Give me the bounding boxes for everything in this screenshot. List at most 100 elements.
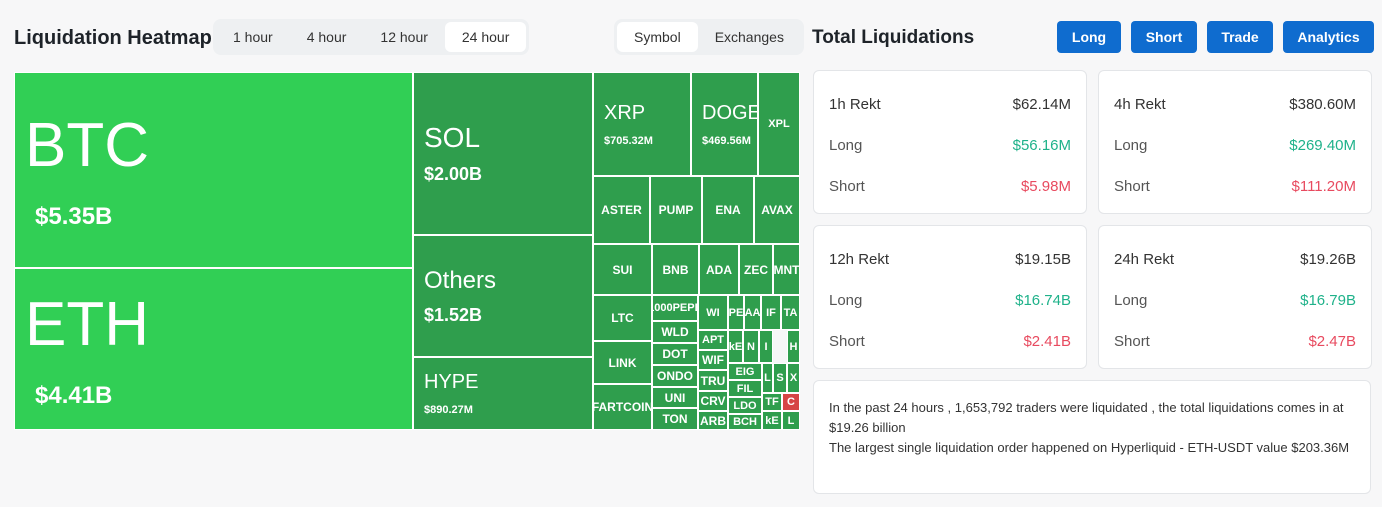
- tile-label: WIF: [702, 353, 724, 367]
- heatmap-tile[interactable]: C: [782, 393, 800, 411]
- tile-label: XPL: [768, 118, 790, 130]
- card-row: Short $2.47B: [1114, 321, 1356, 362]
- heatmap-tile[interactable]: ADA: [699, 244, 739, 295]
- heatmap-tile[interactable]: WI: [698, 295, 728, 330]
- heatmap-tile[interactable]: TRU: [698, 370, 728, 391]
- tile-label: TA: [783, 306, 798, 319]
- view-tab[interactable]: Symbol: [617, 22, 698, 52]
- heatmap-tile[interactable]: ETH $4.41B: [14, 268, 413, 430]
- time-tab[interactable]: 12 hour: [380, 29, 428, 45]
- card-total: $380.60M: [1289, 96, 1356, 113]
- tile-label: ETH: [25, 289, 149, 359]
- row-value: $269.40M: [1289, 137, 1356, 154]
- heatmap-tile[interactable]: DOT: [652, 343, 698, 365]
- heatmap-tile[interactable]: L: [782, 411, 800, 430]
- heatmap-tile[interactable]: N: [743, 330, 759, 363]
- heatmap-tile[interactable]: MNT: [773, 244, 800, 295]
- tile-label: APT: [702, 334, 724, 346]
- heatmap-tile[interactable]: kE: [762, 411, 782, 430]
- tile-label: PUMP: [658, 203, 694, 217]
- heatmap-tile[interactable]: LTC: [593, 295, 652, 341]
- tile-label: SUI: [612, 262, 633, 277]
- heatmap-tile[interactable]: X: [787, 363, 800, 393]
- tile-label: ADA: [706, 262, 732, 277]
- heatmap-tile[interactable]: HYPE $890.27M: [413, 357, 593, 430]
- heatmap-tile[interactable]: Others $1.52B: [413, 235, 593, 357]
- tile-label: DOGE: [702, 101, 758, 124]
- heatmap-tile[interactable]: PE: [728, 295, 744, 330]
- heatmap-tile[interactable]: ENA: [702, 176, 754, 244]
- heatmap-tile[interactable]: WLD: [652, 321, 698, 343]
- tile-label: H: [789, 340, 798, 353]
- action-button[interactable]: Analytics: [1283, 21, 1374, 53]
- heatmap-tile[interactable]: TA: [781, 295, 800, 330]
- row-label: Short: [1114, 333, 1150, 350]
- heatmap-tile[interactable]: PUMP: [650, 176, 702, 244]
- tile-label: IF: [766, 306, 776, 319]
- heatmap-tile[interactable]: BCH: [728, 414, 762, 430]
- heatmap-tile[interactable]: APT: [698, 330, 728, 350]
- heatmap-tile[interactable]: 1000PEPE: [652, 295, 698, 321]
- time-tab[interactable]: 1 hour: [233, 29, 273, 45]
- action-button[interactable]: Trade: [1207, 21, 1273, 53]
- heatmap-tile[interactable]: SUI: [593, 244, 652, 295]
- card-total: $19.26B: [1300, 251, 1356, 268]
- time-tab[interactable]: 4 hour: [306, 29, 347, 45]
- tile-label: CRV: [700, 394, 726, 408]
- tile-label: XRP: [604, 101, 646, 124]
- heatmap-tile[interactable]: LDO: [728, 397, 762, 414]
- heatmap-title: Liquidation Heatmap: [14, 27, 212, 49]
- heatmap-tile[interactable]: AA: [744, 295, 761, 330]
- row-label: Long: [829, 137, 863, 154]
- view-tab[interactable]: Exchanges: [714, 29, 784, 45]
- heatmap-tile[interactable]: H: [787, 330, 800, 363]
- heatmap-tile[interactable]: TON: [652, 408, 698, 430]
- heatmap-tile[interactable]: ZEC: [739, 244, 773, 295]
- action-button[interactable]: Short: [1131, 21, 1197, 53]
- heatmap-tile[interactable]: UNI: [652, 387, 698, 408]
- card-title: 1h Rekt: [829, 96, 881, 113]
- card-title: 24h Rekt: [1114, 251, 1175, 268]
- tile-value: $2.00B: [424, 164, 483, 184]
- tile-label: ZEC: [744, 262, 768, 277]
- card-row: Short $5.98M: [829, 166, 1071, 207]
- heatmap-tile[interactable]: TF: [762, 393, 782, 411]
- heatmap-tile[interactable]: I: [759, 330, 773, 363]
- heatmap-tile[interactable]: SOL $2.00B: [413, 72, 593, 235]
- tile-label: TF: [765, 396, 779, 408]
- row-label: Long: [829, 292, 863, 309]
- heatmap-tile[interactable]: ASTER: [593, 176, 650, 244]
- heatmap-tile[interactable]: ONDO: [652, 365, 698, 387]
- heatmap-tile[interactable]: kE: [728, 330, 743, 363]
- rekt-card: 1h Rekt $62.14M Long $56.16M Short $5.98M: [813, 70, 1087, 214]
- heatmap-tile[interactable]: DOGE $469.56M: [691, 72, 758, 176]
- heatmap-tile[interactable]: AVAX: [754, 176, 800, 244]
- heatmap-tile[interactable]: BNB: [652, 244, 699, 295]
- view-tabs: Symbol Exchanges: [614, 19, 804, 55]
- heatmap-tile[interactable]: ARB: [698, 411, 728, 430]
- action-button[interactable]: Long: [1057, 21, 1121, 53]
- heatmap-tile[interactable]: CRV: [698, 391, 728, 411]
- tile-label: SOL: [424, 122, 481, 153]
- row-label: Short: [1114, 178, 1150, 195]
- heatmap-tile[interactable]: WIF: [698, 350, 728, 370]
- tile-label: FIL: [736, 382, 754, 395]
- totals-title: Total Liquidations: [812, 27, 975, 48]
- heatmap-tile[interactable]: FIL: [728, 380, 762, 397]
- heatmap-tile[interactable]: S: [773, 363, 787, 393]
- heatmap-tile[interactable]: FARTCOIN: [593, 384, 652, 430]
- card-total: $19.15B: [1015, 251, 1071, 268]
- heatmap-tile[interactable]: XRP $705.32M: [593, 72, 691, 176]
- heatmap-tile[interactable]: BTC $5.35B: [14, 72, 413, 268]
- heatmap-tile[interactable]: IF: [761, 295, 781, 330]
- card-row: Short $2.41B: [829, 321, 1071, 362]
- card-header: 24h Rekt $19.26B: [1114, 239, 1356, 280]
- heatmap-tile[interactable]: XPL: [758, 72, 800, 176]
- heatmap-tile[interactable]: L: [762, 363, 773, 393]
- heatmap-tile[interactable]: EIG: [728, 363, 762, 380]
- time-tab[interactable]: 24 hour: [444, 22, 527, 52]
- heatmap-tile[interactable]: LINK: [593, 341, 652, 384]
- card-row: Long $56.16M: [829, 125, 1071, 166]
- tile-label: 1000PEPE: [653, 302, 697, 314]
